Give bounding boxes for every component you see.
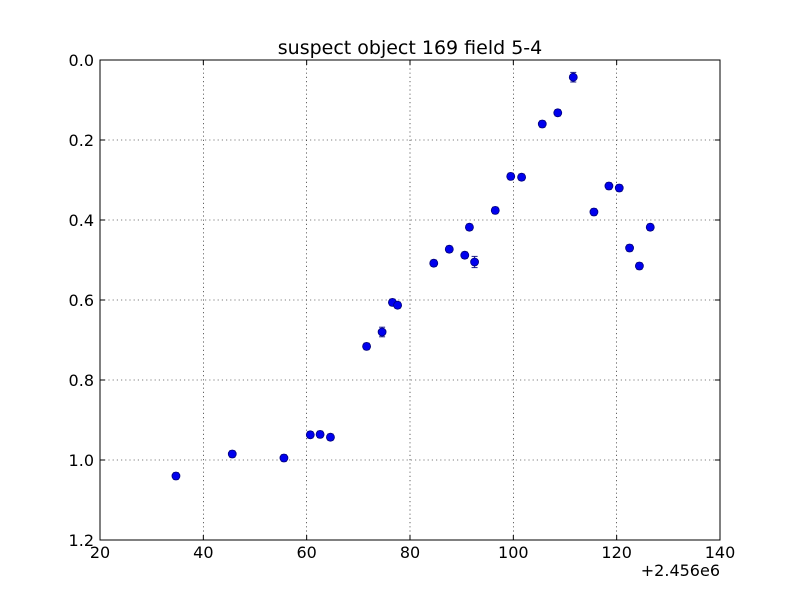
data-point [614,183,624,193]
x-axis-offset-label: +2.456e6 [641,561,720,580]
x-tick-label: 60 [296,543,316,562]
data-point [362,341,372,351]
data-point [625,243,634,253]
y-tick-label: 0.4 [69,211,94,230]
y-tick-label: 1.0 [69,451,94,470]
data-point [377,327,387,337]
grid-lines [100,60,720,540]
y-tick-label: 0.2 [69,131,94,150]
x-tick-label: 140 [705,543,736,562]
data-point [305,430,315,440]
data-point [604,181,614,191]
data-points [171,72,655,481]
error-bars [172,71,654,480]
data-point [490,205,500,215]
data-point [470,257,479,267]
chart-title: suspect object 169 field 5-4 [278,37,543,59]
data-point [460,250,470,260]
y-tick-label: 1.2 [69,531,94,550]
tick-labels: 20 40 60 80 100 120 140 0.0 0.2 0.4 0.6 0.8 1.0 1.2 [69,51,736,562]
data-point [589,207,599,217]
data-point [537,119,547,129]
y-tick-label: 0.8 [69,371,94,390]
data-point [227,449,237,459]
data-point [568,72,578,82]
axis-ticks [99,59,721,541]
x-tick-label: 20 [90,543,110,562]
x-tick-label: 120 [601,543,632,562]
x-tick-label: 80 [400,543,420,562]
data-point [171,471,181,481]
data-point [517,172,526,182]
data-point [645,222,655,232]
data-point [279,453,289,463]
y-tick-label: 0.0 [69,51,94,70]
y-tick-label: 0.6 [69,291,94,310]
data-point [635,261,644,271]
data-point [315,429,325,439]
x-tick-label: 100 [498,543,529,562]
data-point [393,300,403,310]
x-tick-label: 40 [193,543,213,562]
data-point [326,432,335,442]
data-point [429,258,439,268]
data-point [465,222,474,232]
data-point [444,244,454,254]
data-point [553,108,563,118]
data-point [506,171,516,181]
